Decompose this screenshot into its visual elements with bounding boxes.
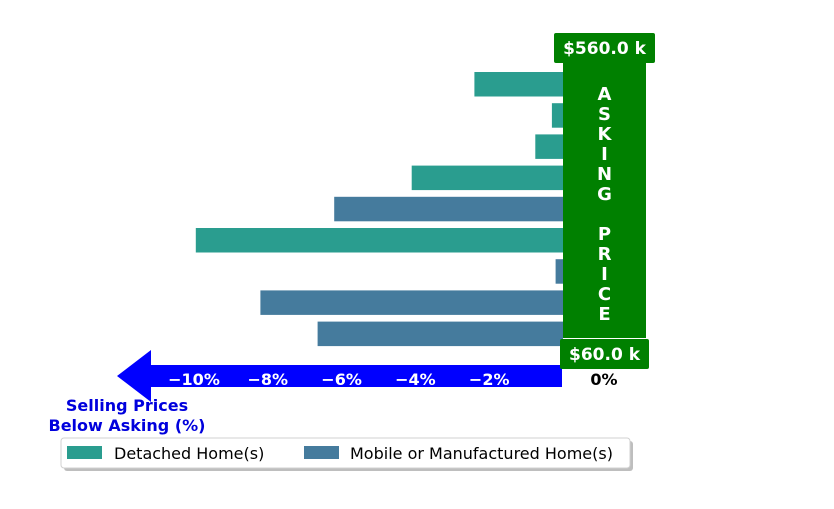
asking-price-letter: P [598, 224, 611, 245]
price-bottom-box [560, 339, 649, 369]
bar-1 [551, 103, 563, 128]
asking-price-letter: S [598, 104, 611, 125]
asking-price-letter: R [598, 244, 612, 265]
legend-box [60, 437, 631, 469]
x-tick-label: −8% [248, 370, 289, 389]
legend-swatch-0 [67, 446, 102, 459]
price-bottom-label: $60.0 k [569, 345, 641, 365]
bar-6 [555, 259, 563, 284]
asking-price-letter: C [598, 284, 611, 305]
asking-price-letter: E [598, 304, 610, 325]
legend-label-1: Mobile or Manufactured Home(s) [350, 444, 613, 463]
asking-price-band-rect [563, 62, 646, 338]
bar-7 [260, 290, 563, 315]
x-tick-label: −4% [395, 370, 436, 389]
x-axis-title-line: Below Asking (%) [49, 416, 206, 435]
x-axis-title-line: Selling Prices [66, 396, 188, 415]
x-tick-label: −2% [469, 370, 510, 389]
bar-2 [535, 134, 563, 159]
bar-5 [195, 228, 564, 253]
bars [195, 72, 564, 347]
asking-price-letter: G [597, 184, 612, 205]
legend-swatch-1 [304, 446, 339, 459]
x-axis-arrow-shape [117, 350, 562, 402]
bar-8 [317, 321, 563, 347]
x-tick-label: −10% [168, 370, 220, 389]
bar-3 [411, 165, 563, 191]
x-tick-label: −6% [321, 370, 362, 389]
bar-4 [334, 196, 563, 222]
price-top-box [554, 33, 655, 63]
asking-price-letter: I [601, 264, 608, 285]
x-tick-label: 0% [590, 370, 617, 389]
asking-price-letter: I [601, 144, 608, 165]
asking-price-letter: K [598, 124, 613, 145]
bar-0 [474, 72, 563, 97]
legend: Detached Home(s) Mobile or Manufactured H… [60, 437, 633, 471]
legend-label-0: Detached Home(s) [114, 444, 264, 463]
price-top-label: $560.0 k [563, 39, 647, 59]
asking-price-letter: N [597, 164, 612, 185]
asking-price-letter: A [598, 84, 612, 105]
